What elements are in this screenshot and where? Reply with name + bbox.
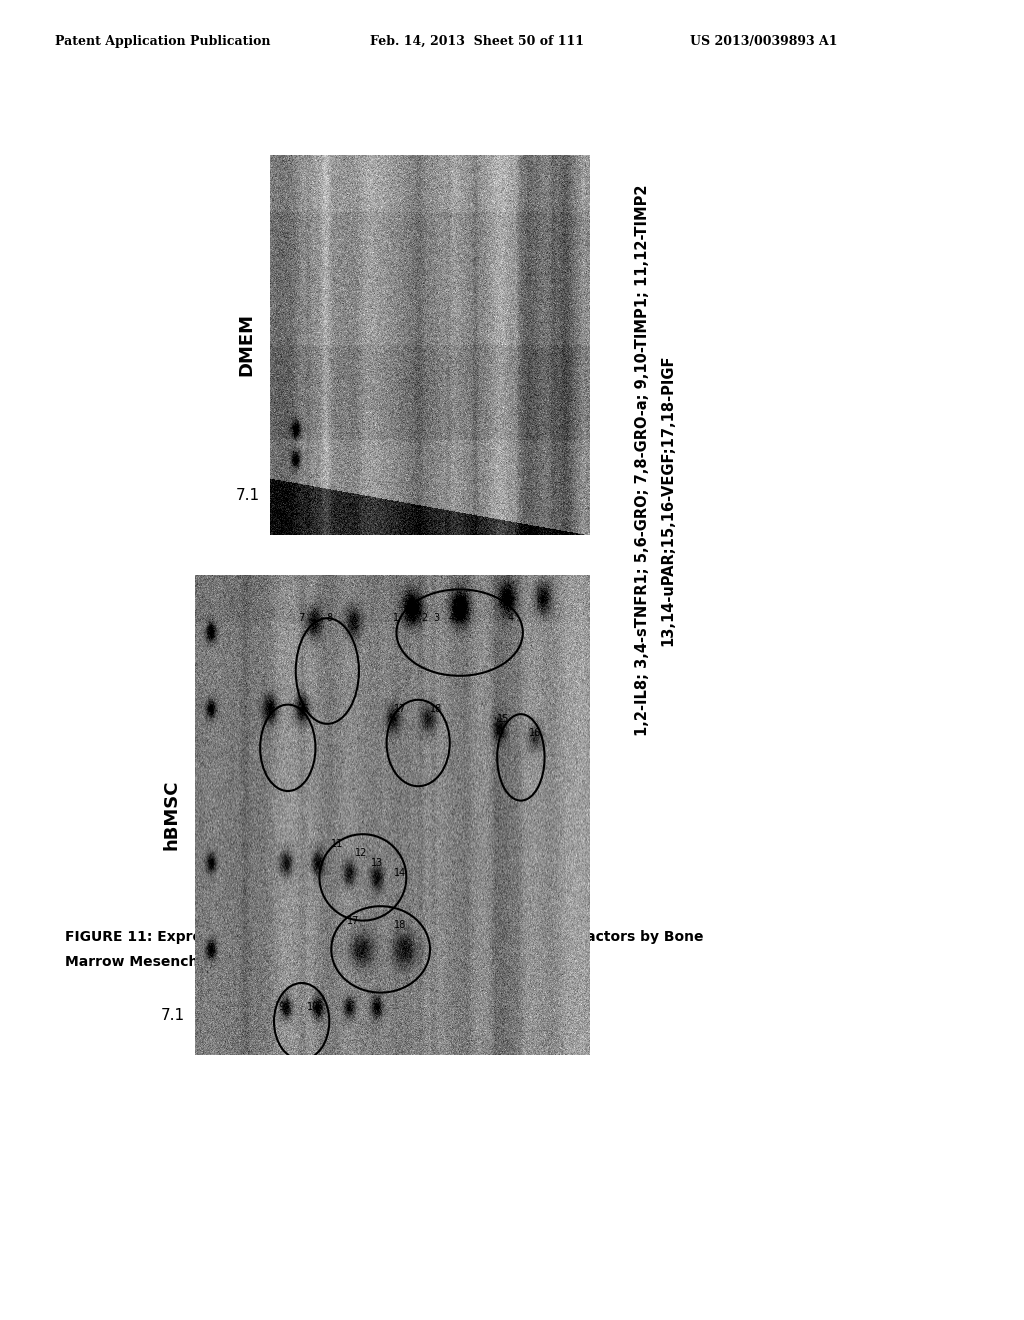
Text: 7: 7 <box>299 614 305 623</box>
Text: 13: 13 <box>371 858 383 869</box>
Text: 4: 4 <box>508 614 514 623</box>
Text: 16: 16 <box>528 729 541 738</box>
Text: FIGURE 11: Expression Profile of Secreted Cytokines and Growth Factors by Bone: FIGURE 11: Expression Profile of Secrete… <box>65 931 703 944</box>
Text: 7.1: 7.1 <box>161 1007 185 1023</box>
Text: Feb. 14, 2013  Sheet 50 of 111: Feb. 14, 2013 Sheet 50 of 111 <box>370 36 584 48</box>
Text: 1,2-IL8; 3,4-sTNFR1; 5,6-GRO; 7,8-GRO-a; 9,10-TIMP1; 11,12-TIMP2: 1,2-IL8; 3,4-sTNFR1; 5,6-GRO; 7,8-GRO-a;… <box>635 185 650 735</box>
Text: 17: 17 <box>394 705 407 714</box>
Text: 2: 2 <box>421 614 427 623</box>
Text: 12: 12 <box>354 849 367 858</box>
Text: 13,14-uPAR;15,16-VEGF;17,18-PIGF: 13,14-uPAR;15,16-VEGF;17,18-PIGF <box>660 354 675 645</box>
Text: 10: 10 <box>307 1002 319 1012</box>
Text: 17: 17 <box>347 916 359 925</box>
Text: 7.1: 7.1 <box>236 487 260 503</box>
Text: 14: 14 <box>394 867 407 878</box>
Text: 8: 8 <box>327 614 333 623</box>
Text: hBMSC: hBMSC <box>162 780 180 850</box>
Text: 4: 4 <box>449 614 455 623</box>
Text: Patent Application Publication: Patent Application Publication <box>55 36 270 48</box>
Text: 15: 15 <box>497 714 509 723</box>
Text: 3: 3 <box>433 614 439 623</box>
Text: 18: 18 <box>430 705 442 714</box>
Text: DMEM: DMEM <box>237 314 255 376</box>
Text: 6: 6 <box>302 705 308 714</box>
Text: 1: 1 <box>393 614 399 623</box>
Text: US 2013/0039893 A1: US 2013/0039893 A1 <box>690 36 838 48</box>
Text: 18: 18 <box>394 920 407 931</box>
Text: 11: 11 <box>331 838 343 849</box>
Text: Marrow Mesenchymal Cells: Marrow Mesenchymal Cells <box>65 954 278 969</box>
Text: 5: 5 <box>267 705 273 714</box>
Text: 9: 9 <box>279 1002 285 1012</box>
